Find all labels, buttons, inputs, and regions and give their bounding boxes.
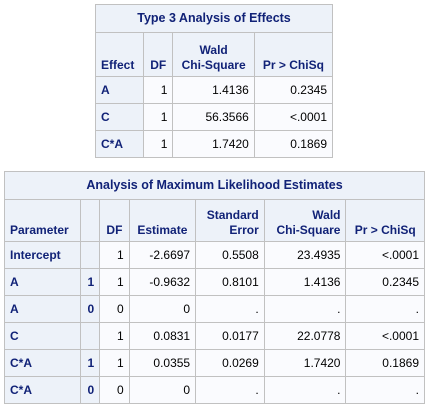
estimate-cell: -2.6697 xyxy=(128,241,197,269)
estimate-cell: 0.0355 xyxy=(128,349,197,377)
header-df: DF xyxy=(99,199,130,242)
type3-effects-table: Type 3 Analysis of Effects Effect DF Wal… xyxy=(94,4,334,158)
table-row: C*A 0 0 0 . . . xyxy=(4,376,425,404)
p-value-cell: 0.1869 xyxy=(345,349,425,377)
effect-cell: C*A xyxy=(94,130,145,158)
table-row: Intercept 1 -2.6697 0.5508 23.4935 <.000… xyxy=(4,241,425,269)
header-parameter: Parameter xyxy=(4,199,81,242)
type3-header-row: Effect DF Wald Chi-Square Pr > ChiSq xyxy=(94,32,334,77)
chisq-cell: . xyxy=(263,295,347,323)
level-cell: 0 xyxy=(79,376,101,404)
se-cell: 0.5508 xyxy=(195,241,265,269)
chisq-cell: 1.7420 xyxy=(172,130,255,158)
se-cell: 0.8101 xyxy=(195,268,265,296)
chisq-cell: 22.0778 xyxy=(263,322,347,350)
level-cell: 1 xyxy=(79,268,101,296)
table-row: C*A 1 1 0.0355 0.0269 1.7420 0.1869 xyxy=(4,349,425,377)
estimate-cell: 0 xyxy=(128,295,197,323)
estimate-cell: -0.9632 xyxy=(128,268,197,296)
df-cell: 1 xyxy=(143,130,174,158)
estimate-cell: 0.0831 xyxy=(128,322,197,350)
p-value-cell: . xyxy=(345,295,425,323)
chisq-cell: 1.4136 xyxy=(172,76,255,104)
type3-table-title: Type 3 Analysis of Effects xyxy=(95,4,333,32)
table-row: A 1 1 -0.9632 0.8101 1.4136 0.2345 xyxy=(4,268,425,296)
df-cell: 1 xyxy=(99,322,130,350)
mle-table-title: Analysis of Maximum Likelihood Estimates xyxy=(4,171,425,199)
level-cell: 0 xyxy=(79,295,101,323)
header-wald-chisq-bottom: Chi-Square xyxy=(181,58,246,72)
parameter-cell: C*A xyxy=(4,376,81,404)
header-level xyxy=(79,199,101,242)
estimate-cell: 0 xyxy=(128,376,197,404)
header-estimate: Estimate xyxy=(128,199,197,242)
df-cell: 0 xyxy=(99,295,130,323)
header-se-bottom: Error xyxy=(229,223,259,237)
parameter-cell: A xyxy=(4,268,81,296)
header-wald-chisq: Wald Chi-Square xyxy=(172,32,255,77)
parameter-cell: C xyxy=(4,322,81,350)
header-p-value: Pr > ChiSq xyxy=(253,32,334,77)
mle-header-row: Parameter DF Estimate Standard Error Wal… xyxy=(4,199,425,242)
header-effect: Effect xyxy=(94,32,145,77)
header-wald-chisq-top: Wald xyxy=(199,43,228,57)
parameter-cell: Intercept xyxy=(4,241,81,269)
parameter-cell: C*A xyxy=(4,349,81,377)
header-standard-error: Standard Error xyxy=(195,199,265,242)
chisq-cell: . xyxy=(263,376,347,404)
parameter-cell: A xyxy=(4,295,81,323)
chisq-cell: 23.4935 xyxy=(263,241,347,269)
p-value-cell: 0.2345 xyxy=(345,268,425,296)
df-cell: 0 xyxy=(99,376,130,404)
df-cell: 1 xyxy=(99,349,130,377)
df-cell: 1 xyxy=(143,76,174,104)
df-cell: 1 xyxy=(143,103,174,131)
chisq-cell: 1.4136 xyxy=(263,268,347,296)
header-p-value: Pr > ChiSq xyxy=(345,199,425,242)
effect-cell: C xyxy=(94,103,145,131)
se-cell: . xyxy=(195,376,265,404)
p-value-cell: 0.2345 xyxy=(253,76,334,104)
table-row: C 1 56.3566 <.0001 xyxy=(94,103,334,131)
p-value-cell: 0.1869 xyxy=(253,130,334,158)
header-wald-chisq-top: Wald xyxy=(312,208,341,222)
table-row: C 1 0.0831 0.0177 22.0778 <.0001 xyxy=(4,322,425,350)
p-value-cell: <.0001 xyxy=(345,322,425,350)
effect-cell: A xyxy=(94,76,145,104)
header-df: DF xyxy=(143,32,174,77)
p-value-cell: <.0001 xyxy=(253,103,334,131)
level-cell xyxy=(79,241,101,269)
chisq-cell: 56.3566 xyxy=(172,103,255,131)
p-value-cell: . xyxy=(345,376,425,404)
df-cell: 1 xyxy=(99,268,130,296)
header-wald-chisq: Wald Chi-Square xyxy=(263,199,347,242)
table-row: A 1 1.4136 0.2345 xyxy=(94,76,334,104)
level-cell xyxy=(79,322,101,350)
mle-estimates-table: Analysis of Maximum Likelihood Estimates… xyxy=(4,171,425,404)
level-cell: 1 xyxy=(79,349,101,377)
se-cell: 0.0177 xyxy=(195,322,265,350)
p-value-cell: <.0001 xyxy=(345,241,425,269)
se-cell: . xyxy=(195,295,265,323)
header-wald-chisq-bottom: Chi-Square xyxy=(276,223,341,237)
table-row: A 0 0 0 . . . xyxy=(4,295,425,323)
se-cell: 0.0269 xyxy=(195,349,265,377)
chisq-cell: 1.7420 xyxy=(263,349,347,377)
df-cell: 1 xyxy=(99,241,130,269)
header-se-top: Standard xyxy=(206,208,259,222)
table-row: C*A 1 1.7420 0.1869 xyxy=(94,130,334,158)
